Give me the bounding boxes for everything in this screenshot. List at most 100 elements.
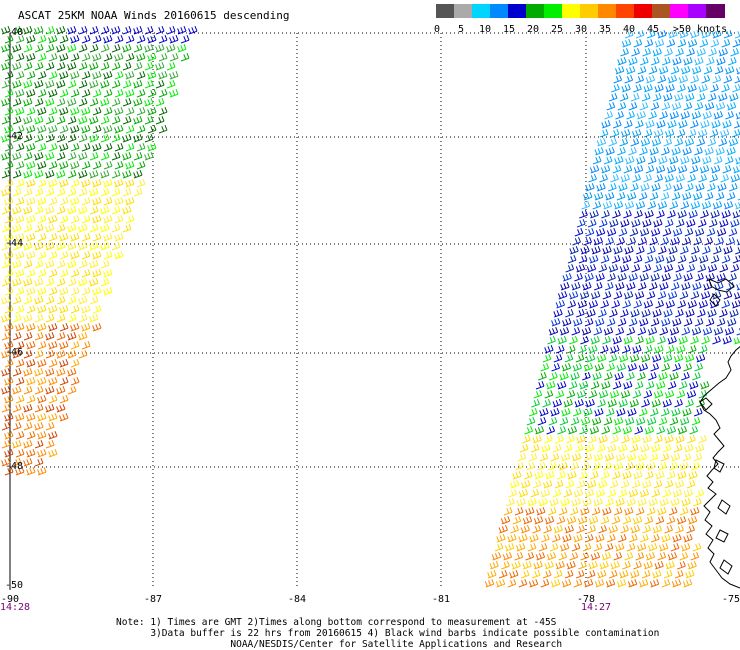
wind-barb xyxy=(674,93,684,102)
wind-barb xyxy=(56,242,66,251)
wind-barb xyxy=(570,417,580,426)
wind-barb xyxy=(605,147,615,156)
wind-barb xyxy=(26,89,36,98)
wind-barb xyxy=(89,260,99,269)
wind-barb xyxy=(67,116,77,125)
wind-barb xyxy=(37,125,47,134)
wind-barb xyxy=(698,129,708,138)
wind-barb xyxy=(1,188,11,197)
wind-barb xyxy=(575,264,586,273)
wind-barb xyxy=(59,305,69,314)
wind-barb xyxy=(111,44,121,53)
wind-barb xyxy=(4,413,14,422)
wind-barb xyxy=(26,215,36,224)
wind-barb xyxy=(691,156,701,165)
wind-barb xyxy=(59,143,69,152)
wind-barb xyxy=(570,462,579,471)
wind-barb xyxy=(544,561,554,570)
wind-barb xyxy=(555,390,565,399)
wind-barb xyxy=(45,314,55,323)
legend-tick-label: 40 xyxy=(622,24,636,35)
wind-barb xyxy=(70,179,80,188)
wind-barb xyxy=(652,570,662,579)
wind-barb xyxy=(48,287,58,296)
wind-barb xyxy=(673,183,683,192)
wind-barb xyxy=(595,318,605,327)
wind-barb xyxy=(633,255,643,264)
wind-barb xyxy=(691,327,702,336)
wind-barb xyxy=(15,413,25,422)
wind-barb xyxy=(636,246,645,255)
wind-barb xyxy=(611,471,621,480)
wind-barb xyxy=(682,147,692,156)
wind-barb xyxy=(577,345,587,354)
wind-barb xyxy=(687,345,697,354)
wind-barb xyxy=(89,224,99,233)
wind-barb xyxy=(613,75,623,84)
wind-barb xyxy=(581,327,592,336)
wind-barb xyxy=(681,66,691,75)
wind-barb xyxy=(626,453,637,462)
wind-barb xyxy=(4,125,14,134)
wind-barb xyxy=(552,399,562,408)
wind-barb xyxy=(666,471,676,480)
wind-barb xyxy=(59,161,69,170)
wind-barb xyxy=(48,161,58,170)
wind-barb xyxy=(637,498,647,507)
wind-barb xyxy=(571,327,581,336)
legend-tick-label: 10 xyxy=(478,24,492,35)
wind-barb xyxy=(583,408,593,417)
wind-barb xyxy=(650,273,660,282)
wind-barb xyxy=(177,44,187,53)
wind-barb xyxy=(644,39,654,48)
wind-barb xyxy=(592,372,602,381)
wind-barb xyxy=(92,53,102,62)
wind-barb xyxy=(687,84,697,93)
wind-barb xyxy=(15,323,25,332)
wind-barb xyxy=(617,102,627,111)
wind-barb xyxy=(687,129,697,138)
wind-barb xyxy=(26,413,36,422)
wind-barb xyxy=(557,381,567,390)
wind-barb xyxy=(12,314,22,323)
wind-barb xyxy=(78,134,88,143)
wind-barb xyxy=(59,323,69,332)
wind-barb xyxy=(133,116,143,125)
wind-barb xyxy=(589,165,600,174)
wind-barb xyxy=(56,386,66,395)
wind-barb xyxy=(621,84,631,93)
wind-barb xyxy=(23,458,33,467)
wind-barb xyxy=(705,57,715,66)
wind-barb xyxy=(683,534,693,543)
wind-barb xyxy=(681,327,691,336)
wind-barb xyxy=(522,561,532,570)
wind-barb xyxy=(111,242,121,251)
wind-barb xyxy=(114,197,124,206)
wind-barb xyxy=(582,498,592,507)
legend-swatch xyxy=(436,4,455,18)
wind-barb xyxy=(133,152,143,161)
wind-barb xyxy=(111,134,121,143)
wind-barb xyxy=(700,291,711,300)
wind-barb xyxy=(92,125,102,134)
wind-barb xyxy=(592,462,601,471)
wind-barb xyxy=(697,219,707,228)
wind-barb xyxy=(122,206,132,215)
wind-barb xyxy=(567,255,577,264)
wind-barb xyxy=(631,435,641,444)
wind-barb xyxy=(662,228,672,237)
wind-barb xyxy=(15,395,25,404)
wind-barb xyxy=(680,111,690,120)
wind-barb xyxy=(735,112,740,120)
wind-barb xyxy=(533,561,543,570)
wind-barb xyxy=(59,287,69,296)
wind-barb xyxy=(78,80,88,89)
wind-barb xyxy=(591,417,602,426)
wind-barb xyxy=(619,138,629,147)
wind-barb xyxy=(620,390,631,399)
wind-barb xyxy=(620,174,630,183)
wind-barb xyxy=(688,255,698,264)
wind-barb xyxy=(26,449,36,458)
wind-barb xyxy=(580,246,590,255)
